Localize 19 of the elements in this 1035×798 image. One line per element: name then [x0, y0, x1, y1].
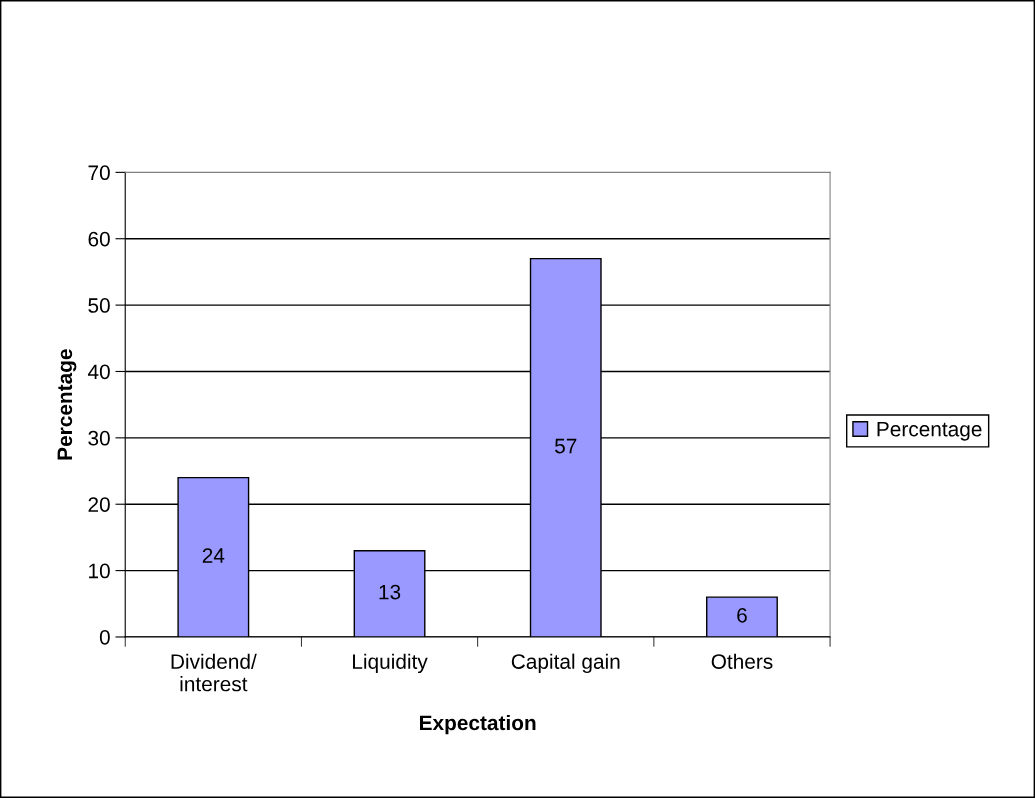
- y-tick-label: 20: [88, 497, 110, 512]
- y-tick-label: 40: [87, 364, 110, 380]
- x-tick-label: Liquidity: [353, 653, 428, 674]
- x-tick-label: Capital gain: [511, 653, 620, 674]
- data-label: 57: [555, 438, 577, 454]
- y-tick-label: 70: [88, 165, 110, 181]
- data-label: 6: [737, 607, 747, 623]
- data-label: 13: [379, 584, 401, 600]
- y-tick-label: 50: [88, 298, 110, 313]
- y-tick-label: 10: [89, 563, 110, 579]
- y-tick-label: 30: [88, 430, 110, 446]
- legend-label: Percentage: [877, 421, 982, 441]
- x-tick-label: Dividend/ interest: [171, 653, 257, 692]
- y-axis-title: Percentage: [57, 349, 77, 460]
- x-tick-label: Others: [711, 653, 773, 669]
- y-tick-label: 60: [88, 231, 110, 247]
- data-label: 24: [202, 548, 225, 563]
- x-axis-title: Expectation: [420, 714, 536, 735]
- y-tick-label: 0: [99, 629, 110, 645]
